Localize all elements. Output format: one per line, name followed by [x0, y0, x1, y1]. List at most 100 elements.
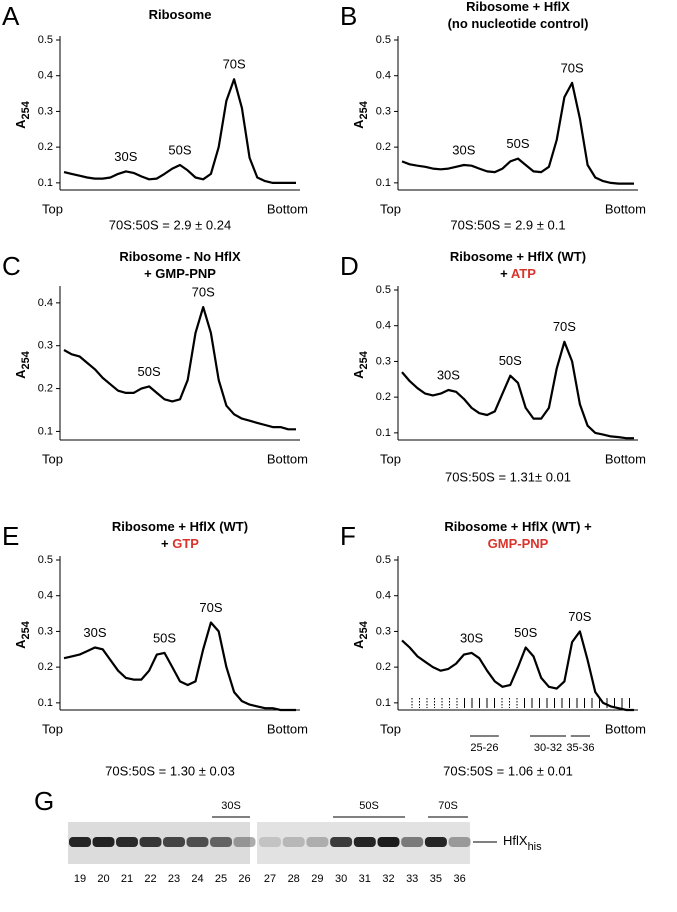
peak-label: 70S	[223, 57, 246, 72]
title-part: +	[500, 266, 511, 281]
peak-label: 30S	[437, 367, 460, 382]
y-tick-label: 0.2	[38, 661, 53, 673]
y-tick-label: 0.3	[38, 340, 53, 352]
y-tick-label: 0.4	[376, 320, 391, 332]
curve	[401, 81, 634, 185]
peak-label: 50S	[506, 136, 529, 151]
y-label-main: A	[351, 369, 366, 379]
y-tick-label: 0.5	[376, 554, 391, 566]
panel-letter: A	[2, 1, 20, 31]
protein-name: HflX	[503, 833, 528, 848]
gel-band	[377, 837, 400, 847]
peak-label: 50S	[153, 630, 176, 645]
peak-label: 50S	[499, 353, 522, 368]
lane-label: 25	[215, 873, 227, 885]
chart-title: + GMP-PNP	[144, 266, 216, 281]
gel-band	[139, 837, 162, 847]
lane-label: 28	[288, 873, 300, 885]
protein-sub: his	[528, 841, 543, 853]
ratio-note: 70S:50S = 1.06 ± 0.01	[443, 763, 573, 778]
fraction-label: 35-36	[566, 742, 594, 754]
y-tick-label: 0.2	[38, 382, 53, 394]
y-label-sub: 254	[20, 100, 32, 119]
y-tick-label: 0.3	[376, 355, 391, 367]
y-tick-label: 0.1	[38, 177, 53, 189]
peak-label: 70S	[199, 600, 222, 615]
title-part: Ribosome + HflX	[466, 0, 570, 14]
x-start-label: Top	[42, 721, 63, 736]
gel-band	[282, 837, 305, 847]
curve	[63, 306, 296, 431]
y-tick-label: 0.2	[376, 391, 391, 403]
gel-band	[330, 837, 353, 847]
ratio-note: 70S:50S = 1.31± 0.01	[445, 469, 571, 484]
peak-label: 70S	[561, 60, 584, 75]
ratio-note: 70S:50S = 1.30 ± 0.03	[105, 763, 235, 778]
y-tick-label: 0.4	[38, 590, 53, 602]
gel-band	[163, 837, 185, 847]
y-tick-label: 0.2	[376, 141, 391, 153]
lane-label: 26	[238, 873, 250, 885]
x-end-label: Bottom	[605, 721, 646, 736]
gel-band	[116, 837, 138, 847]
chart-title: Ribosome + HflX (WT)	[450, 249, 586, 264]
gel-band	[92, 837, 115, 847]
lane-label: 32	[382, 873, 394, 885]
peak-label: 70S	[192, 285, 215, 300]
lane-label: 23	[168, 873, 180, 885]
y-axis-label: A254	[13, 350, 31, 379]
y-tick-label: 0.3	[38, 105, 53, 117]
y-tick-label: 0.4	[376, 70, 391, 82]
y-label-main: A	[351, 119, 366, 129]
y-label-sub: 254	[20, 620, 32, 639]
fraction-label: 30-32	[534, 742, 562, 754]
chart-title: + ATP	[500, 266, 536, 281]
region-label: 30S	[221, 800, 241, 812]
lane-label: 21	[121, 873, 133, 885]
y-tick-label: 0.4	[38, 70, 53, 82]
x-end-label: Bottom	[267, 721, 308, 736]
y-label-main: A	[13, 119, 28, 129]
peak-label: 30S	[114, 149, 137, 164]
lane-label: 20	[97, 873, 109, 885]
curve	[63, 621, 296, 712]
panel-letter: F	[340, 521, 356, 551]
title-part: (no nucleotide control)	[448, 16, 589, 31]
peak-label: 50S	[137, 364, 160, 379]
y-tick-label: 0.1	[376, 697, 391, 709]
y-tick-label: 0.2	[38, 141, 53, 153]
peak-label: 50S	[514, 625, 537, 640]
y-tick-label: 0.5	[376, 284, 391, 296]
peak-label: 50S	[168, 142, 191, 157]
chart-title: Ribosome	[149, 7, 212, 22]
ratio-note: 70S:50S = 2.9 ± 0.1	[450, 217, 565, 232]
lane-label: 35	[430, 873, 442, 885]
ratio-note: 70S:50S = 2.9 ± 0.24	[109, 217, 231, 232]
y-label-sub: 254	[20, 350, 32, 369]
title-part: GMP-PNP	[488, 536, 549, 551]
lane-label: 29	[311, 873, 323, 885]
peak-label: 30S	[460, 630, 483, 645]
y-tick-label: 0.5	[38, 34, 53, 46]
y-tick-label: 0.3	[38, 625, 53, 637]
gel-band	[401, 837, 424, 847]
y-tick-label: 0.3	[376, 105, 391, 117]
y-tick-label: 0.5	[376, 34, 391, 46]
y-tick-label: 0.1	[376, 177, 391, 189]
x-end-label: Bottom	[267, 201, 308, 216]
y-tick-label: 0.3	[376, 625, 391, 637]
y-axis-label: A254	[351, 620, 369, 649]
gel-band	[186, 837, 209, 847]
gel-band	[233, 837, 256, 847]
y-tick-label: 0.5	[38, 554, 53, 566]
chart-title: Ribosome + HflX (WT)	[112, 519, 248, 534]
x-end-label: Bottom	[605, 201, 646, 216]
panel-letter: C	[2, 251, 21, 281]
protein-label: HflXhis	[503, 833, 542, 852]
gel-band	[353, 837, 376, 847]
title-part: Ribosome + HflX (WT)	[450, 249, 586, 264]
gel-band	[210, 837, 232, 847]
chart-title: Ribosome + HflX (WT) +	[444, 519, 592, 534]
panel-letter: D	[340, 251, 359, 281]
